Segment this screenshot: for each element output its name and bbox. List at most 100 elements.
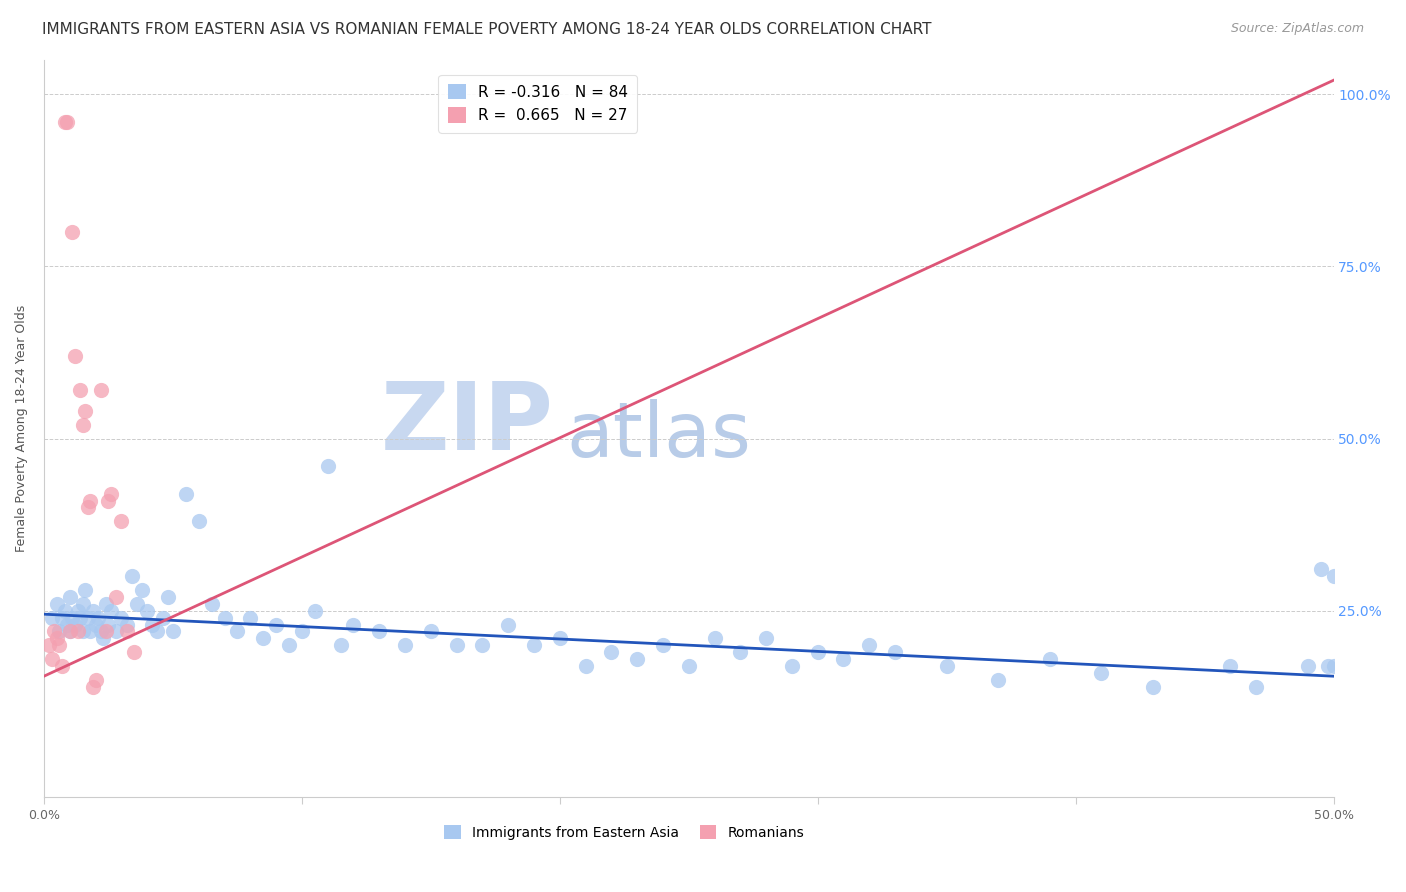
Point	[626, 652, 648, 666]
Point	[79, 493, 101, 508]
Point	[156, 590, 179, 604]
Point	[97, 493, 120, 508]
Y-axis label: Female Poverty Among 18-24 Year Olds: Female Poverty Among 18-24 Year Olds	[15, 304, 28, 552]
Point	[115, 617, 138, 632]
Point	[1219, 658, 1241, 673]
Point	[131, 583, 153, 598]
Point	[94, 624, 117, 639]
Point	[87, 610, 110, 624]
Point	[51, 658, 73, 673]
Point	[48, 638, 70, 652]
Point	[141, 617, 163, 632]
Point	[201, 597, 224, 611]
Point	[110, 610, 132, 624]
Point	[291, 624, 314, 639]
Point	[471, 638, 494, 652]
Point	[90, 384, 112, 398]
Point	[82, 604, 104, 618]
Point	[304, 604, 326, 618]
Point	[110, 514, 132, 528]
Point	[548, 632, 571, 646]
Point	[1090, 665, 1112, 680]
Text: atlas: atlas	[567, 399, 751, 473]
Point	[66, 604, 89, 618]
Point	[41, 610, 63, 624]
Point	[72, 597, 94, 611]
Point	[66, 624, 89, 639]
Point	[146, 624, 169, 639]
Text: ZIP: ZIP	[381, 378, 554, 470]
Point	[368, 624, 391, 639]
Point	[48, 624, 70, 639]
Point	[678, 658, 700, 673]
Point	[1244, 680, 1267, 694]
Point	[316, 458, 339, 473]
Point	[755, 632, 778, 646]
Point	[41, 652, 63, 666]
Point	[84, 617, 107, 632]
Point	[105, 590, 128, 604]
Point	[394, 638, 416, 652]
Point	[51, 610, 73, 624]
Point	[91, 632, 114, 646]
Point	[419, 624, 441, 639]
Point	[56, 114, 79, 128]
Point	[807, 645, 830, 659]
Point	[329, 638, 352, 652]
Point	[935, 658, 957, 673]
Point	[60, 225, 83, 239]
Point	[94, 597, 117, 611]
Point	[1322, 569, 1344, 583]
Point	[1296, 658, 1319, 673]
Point	[72, 624, 94, 639]
Point	[45, 597, 67, 611]
Point	[278, 638, 301, 652]
Point	[59, 624, 82, 639]
Point	[858, 638, 880, 652]
Point	[239, 610, 262, 624]
Point	[76, 500, 98, 515]
Point	[97, 617, 120, 632]
Point	[125, 597, 148, 611]
Point	[884, 645, 907, 659]
Point	[1039, 652, 1062, 666]
Point	[79, 624, 101, 639]
Point	[100, 486, 122, 500]
Point	[69, 384, 91, 398]
Point	[72, 417, 94, 432]
Point	[214, 610, 236, 624]
Point	[174, 486, 197, 500]
Point	[252, 632, 274, 646]
Point	[342, 617, 364, 632]
Point	[152, 610, 174, 624]
Point	[832, 652, 855, 666]
Point	[780, 658, 803, 673]
Point	[987, 673, 1010, 687]
Point	[45, 632, 67, 646]
Point	[523, 638, 546, 652]
Point	[600, 645, 623, 659]
Point	[75, 583, 97, 598]
Point	[53, 114, 76, 128]
Point	[496, 617, 519, 632]
Point	[56, 617, 79, 632]
Point	[652, 638, 675, 652]
Point	[69, 610, 91, 624]
Point	[162, 624, 184, 639]
Point	[122, 645, 145, 659]
Point	[75, 404, 97, 418]
Point	[63, 349, 86, 363]
Point	[264, 617, 287, 632]
Point	[100, 604, 122, 618]
Point	[1309, 562, 1331, 576]
Point	[59, 590, 82, 604]
Text: Source: ZipAtlas.com: Source: ZipAtlas.com	[1230, 22, 1364, 36]
Point	[82, 680, 104, 694]
Point	[105, 624, 128, 639]
Point	[730, 645, 752, 659]
Point	[84, 673, 107, 687]
Point	[76, 610, 98, 624]
Point	[187, 514, 209, 528]
Point	[1142, 680, 1164, 694]
Point	[60, 610, 83, 624]
